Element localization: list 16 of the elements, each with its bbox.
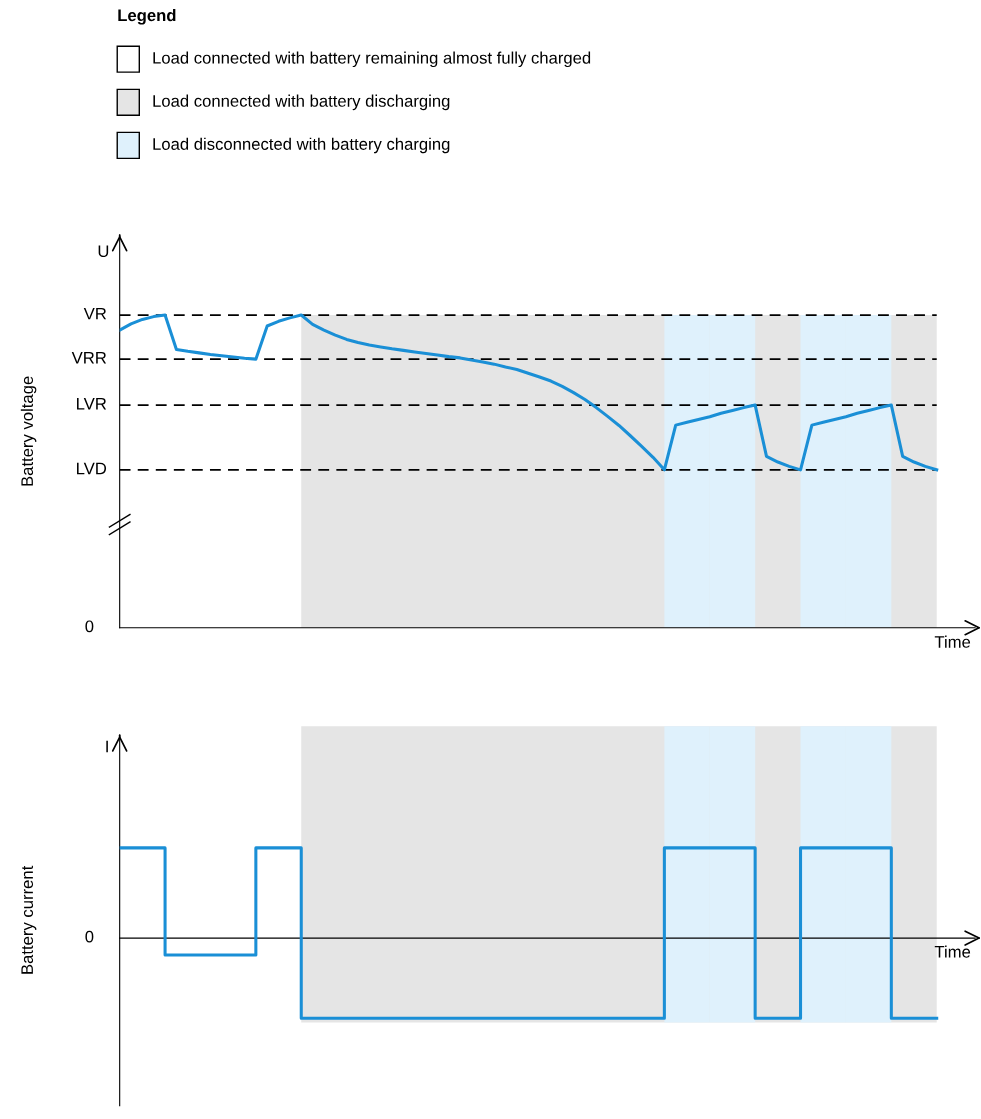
ref-line-label: LVD <box>77 462 107 475</box>
y-axis-title: Battery current <box>21 865 37 974</box>
ref-line-label: VRR <box>71 351 107 364</box>
text: Time <box>934 635 971 648</box>
ref-line-label: LVR <box>77 397 107 410</box>
text: U <box>98 245 109 258</box>
legend-title: Legend <box>118 8 176 25</box>
y-axis-title: Battery voltage <box>20 376 37 486</box>
text: I <box>106 740 108 753</box>
text: 0 <box>85 620 94 633</box>
text: Load disconnected with battery charging <box>153 137 450 154</box>
text: Load connected with battery remaining almost fully charged <box>153 51 591 68</box>
annotation: Time <box>934 945 971 958</box>
text: 0 <box>85 930 94 943</box>
ref-line-label: VR <box>83 307 107 320</box>
text: Load connected with battery discharging <box>153 94 450 111</box>
